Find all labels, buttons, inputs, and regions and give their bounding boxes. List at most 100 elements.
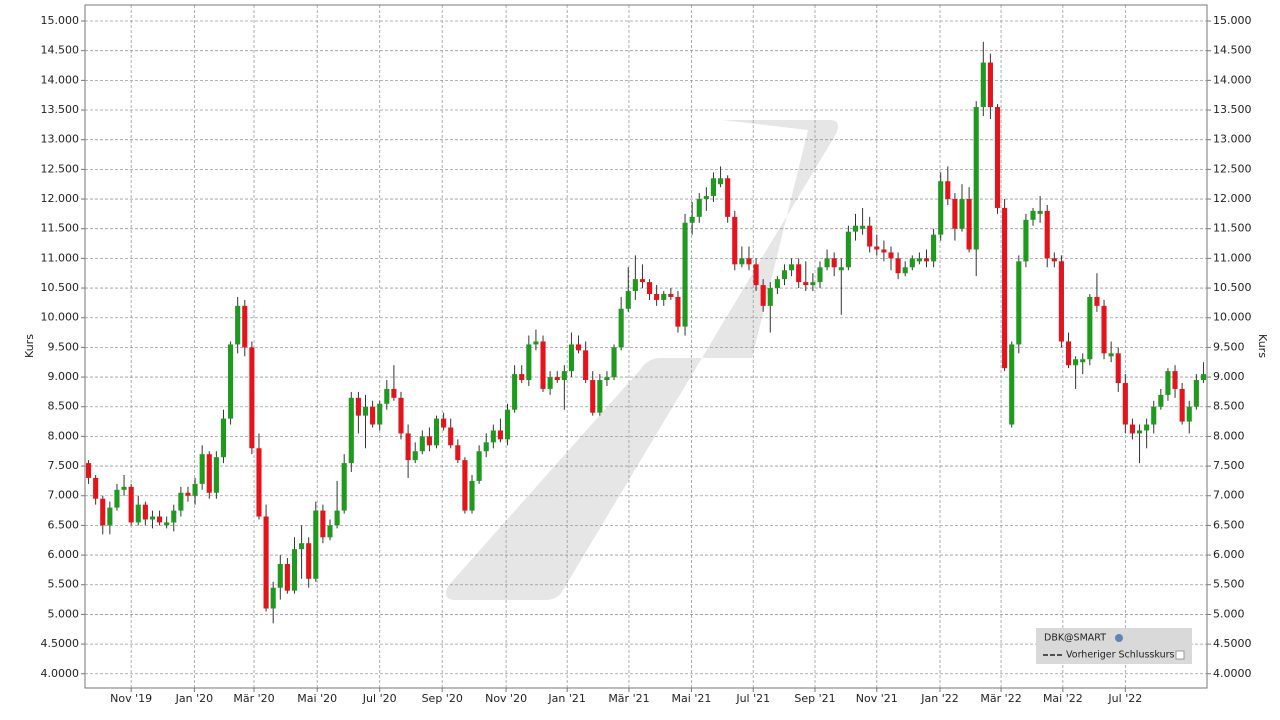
- candle-body: [781, 270, 788, 280]
- candle-body: [85, 463, 92, 478]
- candle-body: [1144, 424, 1150, 431]
- y2-tick-label: 10.000: [1213, 311, 1252, 324]
- candle-body: [824, 258, 830, 268]
- candle-body: [682, 222, 688, 327]
- candle-body: [355, 397, 361, 416]
- candle-body: [313, 510, 319, 579]
- candle-body: [362, 406, 369, 416]
- candle-body: [348, 397, 354, 464]
- y2-tick-label: 14.000: [1213, 73, 1252, 86]
- candle-body: [519, 374, 525, 381]
- candle-body: [817, 267, 823, 283]
- candle-body: [661, 293, 667, 300]
- candle-body: [789, 264, 795, 271]
- x-tick-label: Mär '21: [608, 692, 649, 705]
- candle-body: [1179, 388, 1185, 422]
- candle-body: [206, 454, 212, 493]
- candle-body: [277, 563, 283, 588]
- y2-tick-label: 7.000: [1213, 489, 1245, 502]
- candle-body: [1016, 261, 1022, 345]
- y2-tick-label: 4.0000: [1213, 667, 1252, 680]
- y-tick-label: 13.500: [41, 103, 80, 116]
- candle-body: [341, 463, 347, 511]
- candle-body: [398, 397, 404, 434]
- candle-body: [235, 305, 241, 345]
- y2-tick-label: 11.000: [1213, 251, 1252, 264]
- candle-body: [931, 234, 937, 262]
- candle-body: [93, 477, 99, 499]
- candle-body: [242, 305, 248, 348]
- candle-body: [1058, 261, 1064, 342]
- y-tick-label: 8.500: [48, 400, 80, 413]
- candle-body: [334, 510, 340, 526]
- candle-body: [1108, 353, 1114, 357]
- y-tick-label: 5.500: [48, 578, 80, 591]
- y-tick-label: 9.000: [48, 370, 80, 383]
- y2-tick-label: 7.500: [1213, 459, 1245, 472]
- candle-body: [107, 507, 113, 526]
- candle-body: [675, 296, 681, 327]
- candle-body: [540, 341, 546, 389]
- x-tick-label: Jan '20: [175, 692, 213, 705]
- candle-body: [725, 178, 731, 217]
- candle-body: [448, 427, 454, 446]
- candle-body: [632, 279, 638, 292]
- y2-tick-label: 12.000: [1213, 192, 1252, 205]
- y2-tick-label: 11.500: [1213, 222, 1252, 235]
- candle-body: [1136, 430, 1143, 434]
- candle-body: [909, 258, 915, 268]
- legend-checkbox[interactable]: [1175, 650, 1185, 660]
- candle-body: [746, 258, 752, 265]
- candle-body: [1172, 371, 1178, 389]
- candle-body: [533, 341, 539, 345]
- candle-body: [199, 454, 205, 484]
- x-tick-label: Nov '21: [856, 692, 898, 705]
- x-tick-label: Mai '20: [297, 692, 337, 705]
- candle-body: [959, 199, 965, 229]
- y-tick-label: 7.000: [48, 489, 80, 502]
- x-tick-label: Jul '22: [1107, 692, 1142, 705]
- candle-body: [888, 252, 894, 259]
- candle-body: [980, 62, 986, 108]
- candle-body: [1101, 305, 1107, 354]
- candle-body: [1087, 296, 1093, 360]
- x-tick-label: Sep '21: [794, 692, 835, 705]
- candle-body: [611, 347, 617, 378]
- candle-body: [455, 445, 461, 461]
- candle-body: [860, 225, 866, 229]
- candle-body: [441, 418, 447, 428]
- y2-tick-label: 6.500: [1213, 518, 1245, 531]
- candle-body: [462, 460, 468, 511]
- candle-body: [220, 418, 227, 458]
- plot-area: 4.0000 4.0000 4.5000 4.5000 5.000 5.000 5.500 5…: [41, 5, 1252, 705]
- candle-body: [213, 457, 219, 493]
- candle-body: [625, 291, 631, 309]
- candle-body: [987, 62, 993, 108]
- y2-tick-label: 14.500: [1213, 44, 1252, 57]
- y-tick-label: 10.000: [41, 311, 80, 324]
- candle-body: [923, 258, 930, 262]
- candle-body: [433, 418, 440, 446]
- candle-body: [306, 543, 312, 579]
- candle-body: [1200, 374, 1207, 381]
- candle-body: [384, 388, 390, 404]
- candle-body: [916, 258, 922, 262]
- candle-body: [739, 258, 745, 265]
- candle-body: [604, 377, 610, 381]
- plot-frame: [84, 4, 1208, 689]
- y-tick-label: 11.500: [41, 222, 80, 235]
- y2-tick-label: 8.500: [1213, 400, 1245, 413]
- candle-body: [575, 344, 582, 351]
- candle-body: [157, 516, 163, 523]
- candle-body: [1002, 207, 1008, 369]
- candle-body: [142, 504, 148, 520]
- y-tick-label: 15.000: [41, 14, 80, 27]
- watermark: [446, 120, 838, 600]
- candle-body: [1094, 296, 1100, 306]
- candle-body: [774, 279, 780, 289]
- legend: DBK@SMART Vorheriger Schlusskurs: [1036, 628, 1192, 664]
- y2-tick-label: 5.500: [1213, 578, 1245, 591]
- candle-body: [1051, 258, 1057, 262]
- candle-body: [497, 430, 503, 440]
